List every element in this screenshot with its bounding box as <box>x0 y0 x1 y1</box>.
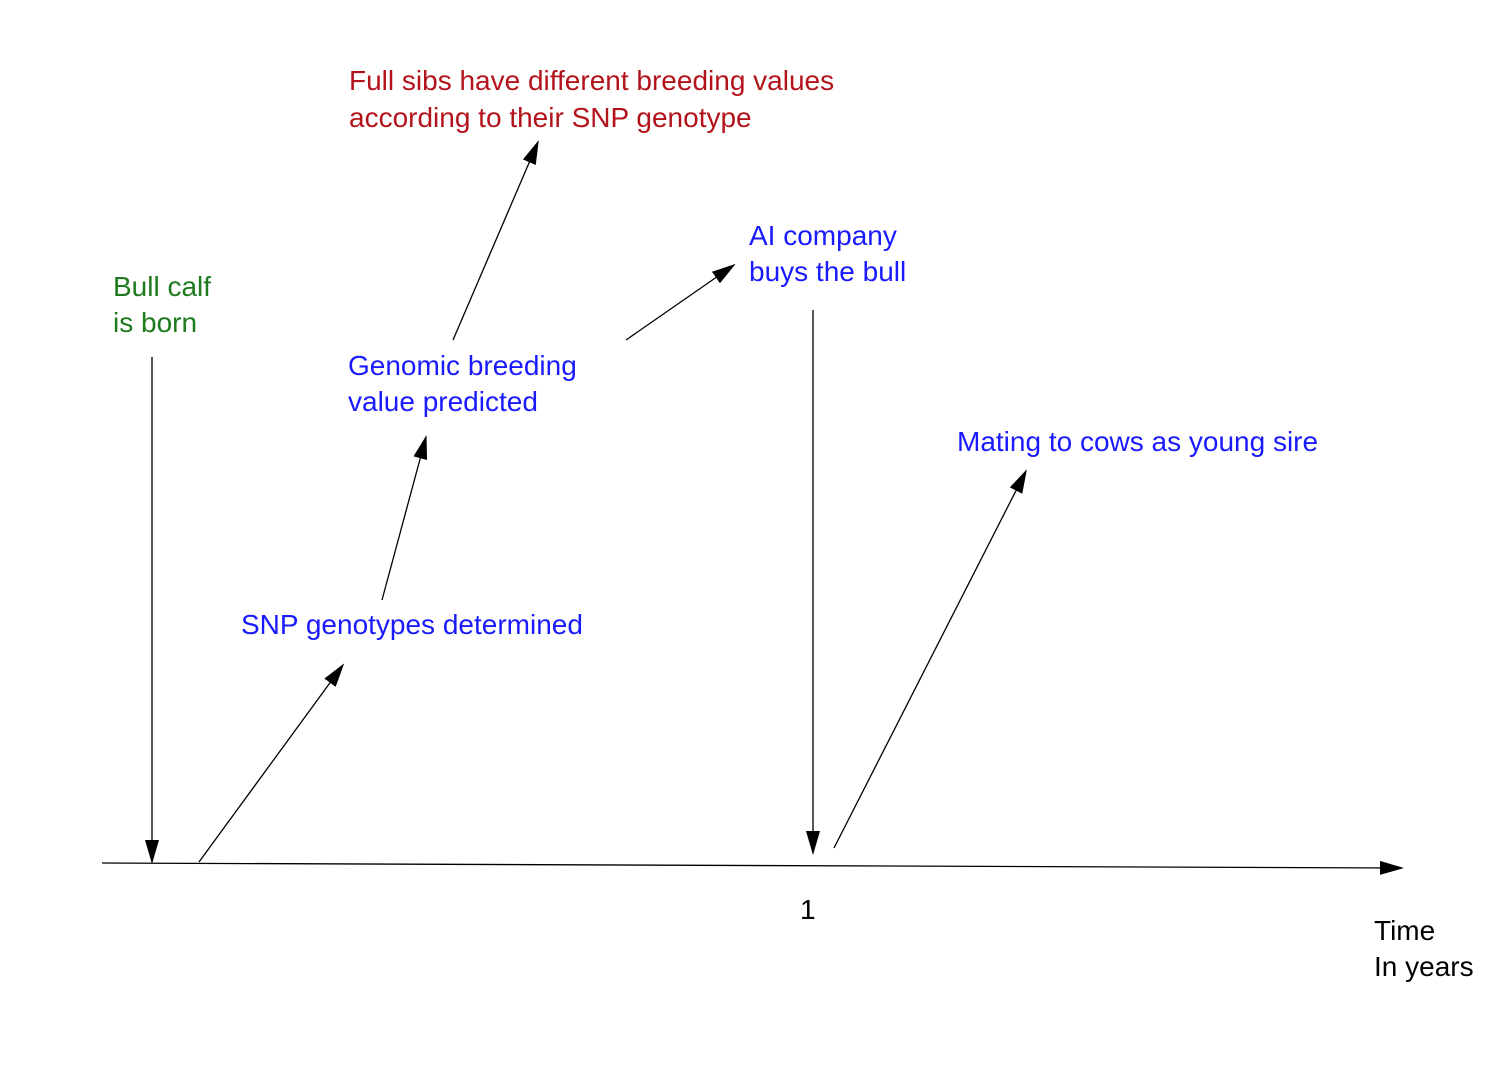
event-label: is born <box>113 307 197 338</box>
event-label: SNP genotypes determined <box>241 609 583 640</box>
arrow <box>198 663 345 863</box>
arrow <box>452 140 539 341</box>
event-label: Mating to cows as young sire <box>957 426 1318 457</box>
event-label: Full sibs have different breeding values <box>349 65 834 96</box>
arrow <box>625 263 736 341</box>
time-axis <box>101 860 1404 875</box>
event-label: Bull calf <box>113 271 211 302</box>
axis-tick-label: 1 <box>800 894 816 925</box>
arrow <box>381 435 428 601</box>
event-label: according to their SNP genotype <box>349 102 752 133</box>
event-label: AI company <box>749 220 897 251</box>
arrow <box>833 469 1027 849</box>
event-label: Genomic breeding <box>348 350 577 381</box>
axis-label: Time <box>1374 915 1435 946</box>
axis-label: In years <box>1374 951 1474 982</box>
event-label: value predicted <box>348 386 538 417</box>
event-label: buys the bull <box>749 256 906 287</box>
